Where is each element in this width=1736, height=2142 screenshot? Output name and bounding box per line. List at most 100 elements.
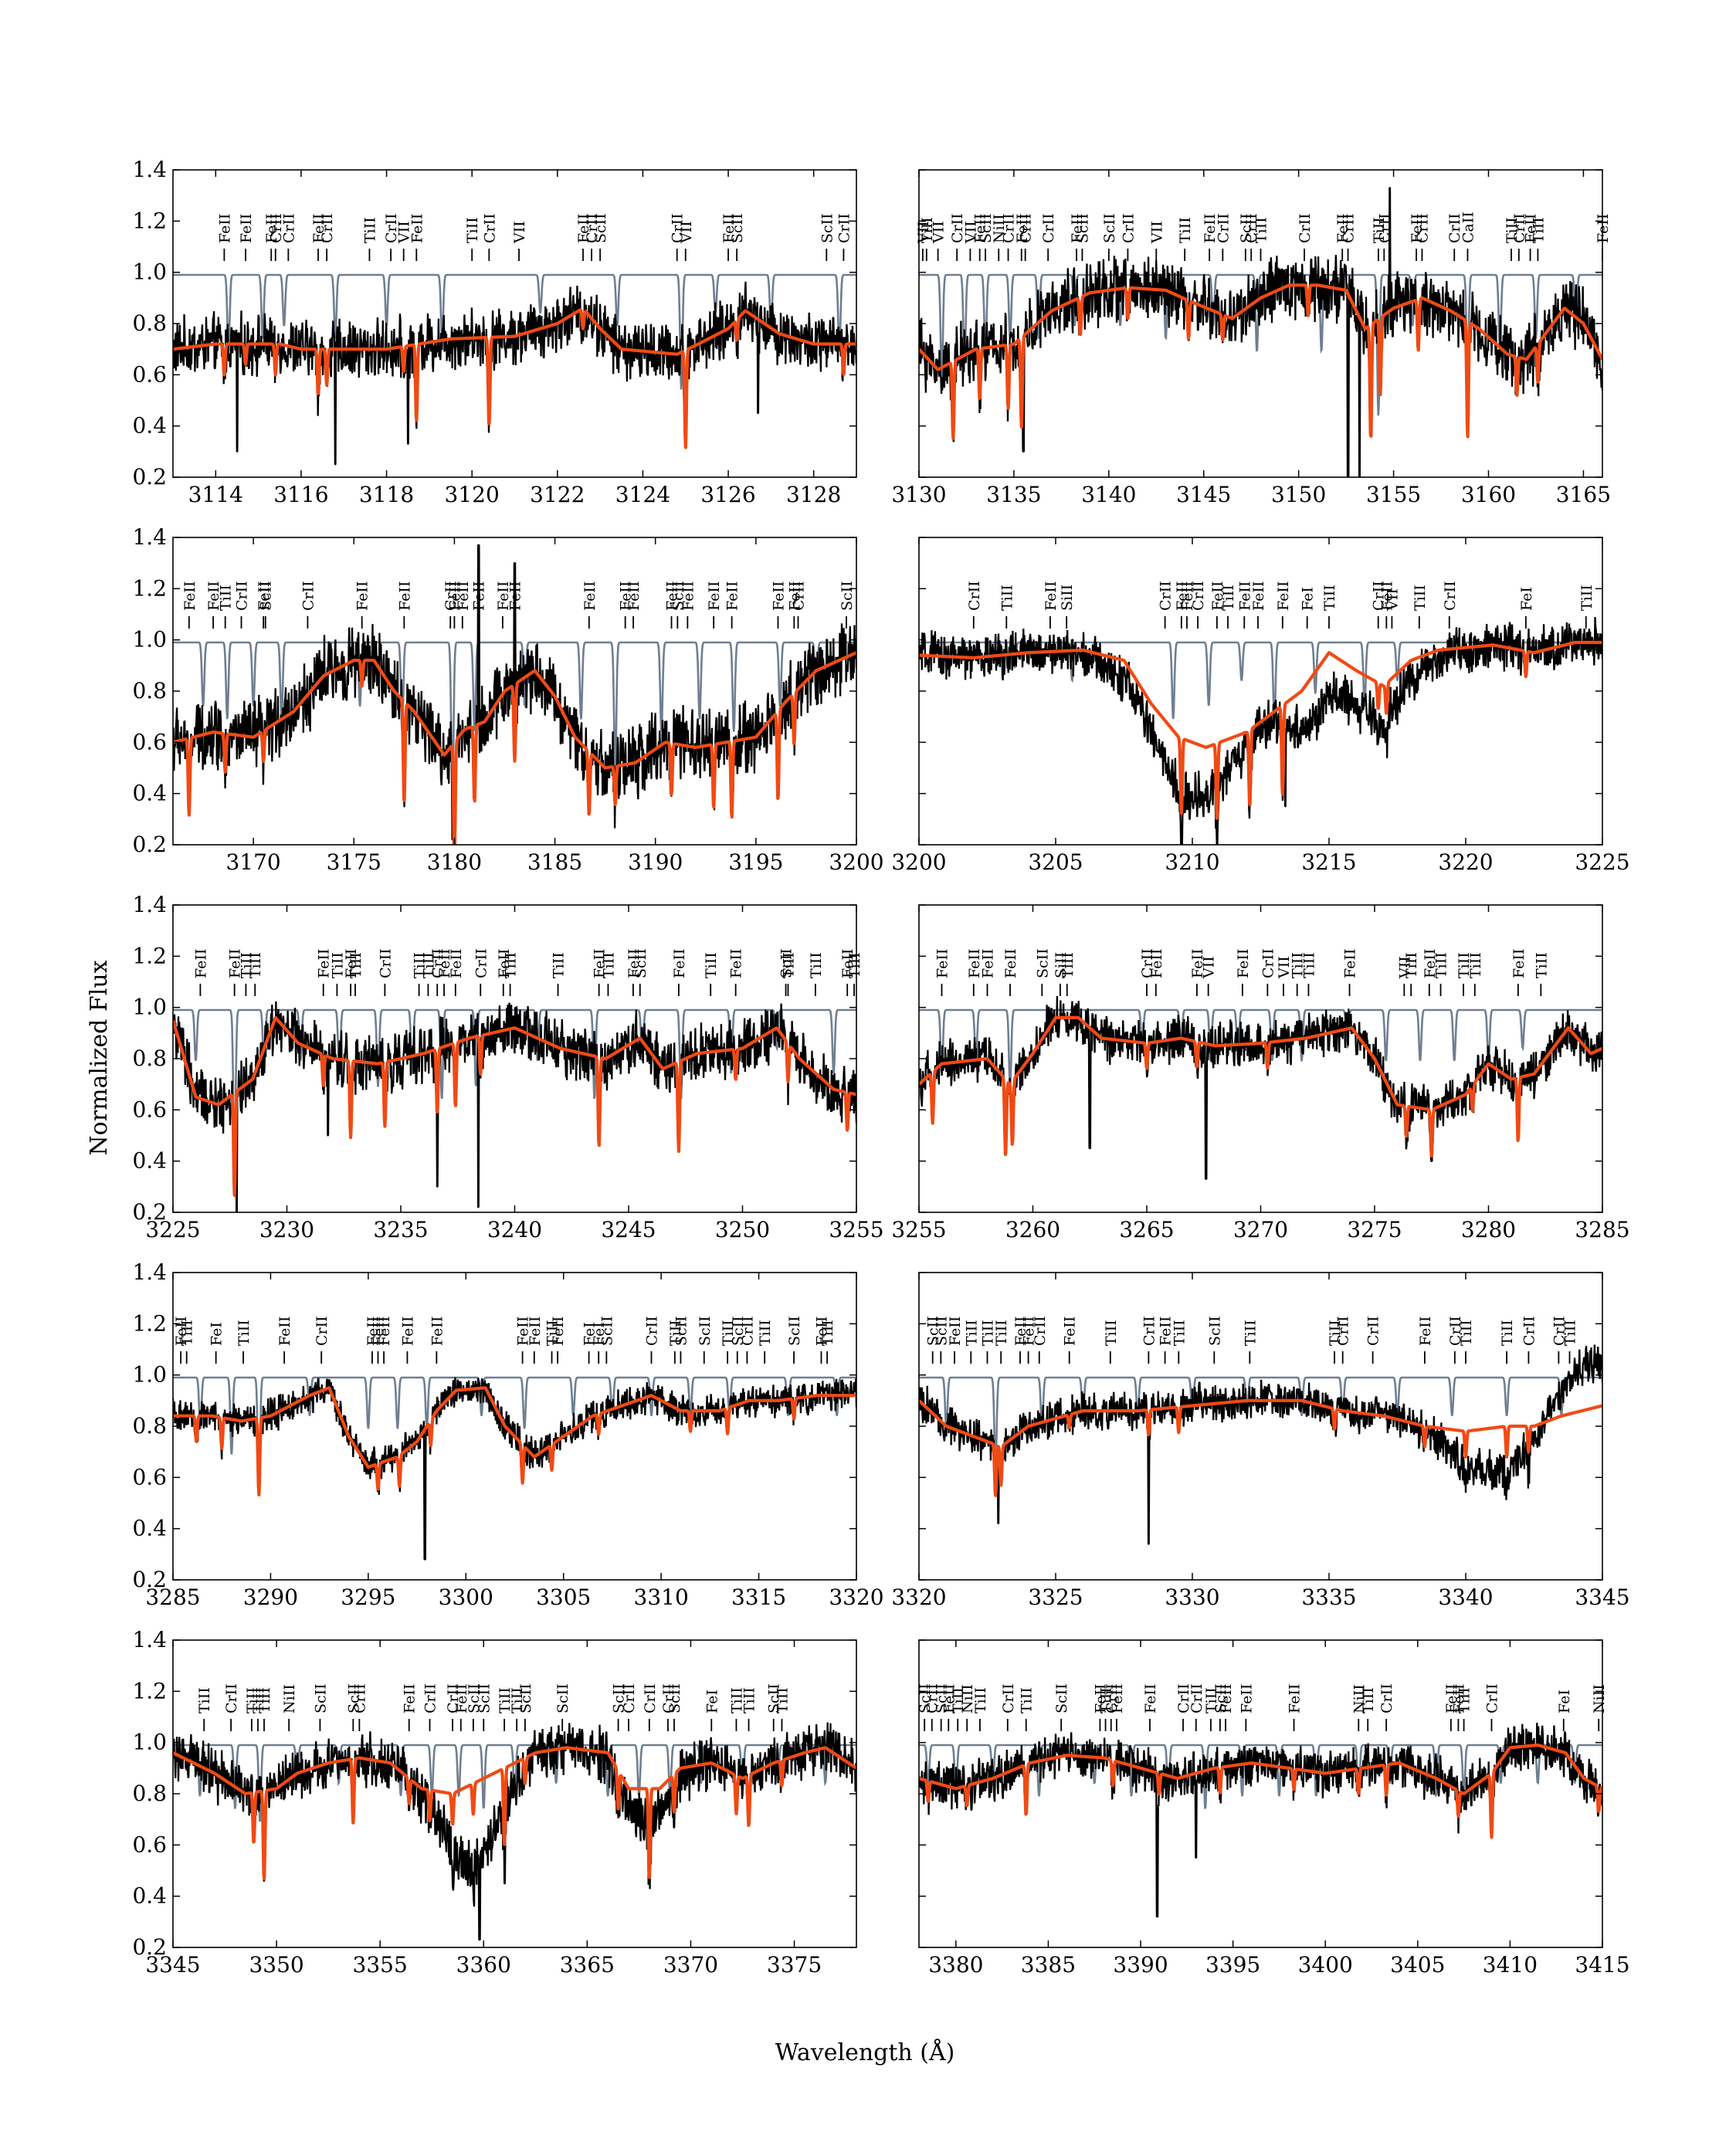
x-tick-label: 3355	[353, 1952, 408, 1978]
line-id-label: ScII	[778, 948, 795, 978]
line-id-label: TiII	[600, 952, 617, 978]
line-id-label: FeII	[1209, 581, 1226, 611]
observed-spectrum-line	[173, 1001, 856, 1212]
line-id-label: VII	[931, 221, 948, 244]
line-id-label: TiII	[808, 952, 825, 978]
x-tick-label: 3180	[427, 849, 482, 875]
line-id-label: ScII	[666, 1683, 683, 1713]
line-id-label: FeII	[1334, 214, 1351, 243]
line-id-label: CrII	[1260, 948, 1277, 978]
line-id-label: TiII	[1300, 952, 1317, 978]
x-tick-label: 3415	[1575, 1952, 1629, 1978]
y-tick-label: 0.2	[132, 1567, 167, 1592]
plot-area	[919, 187, 1602, 477]
line-id-label: CrII	[1141, 1316, 1158, 1346]
line-id-label: ScII	[673, 1316, 690, 1346]
line-id-label: TiII	[238, 952, 255, 978]
line-id-label: TiII	[1327, 1320, 1344, 1346]
y-tick-label: 0.4	[132, 1148, 167, 1174]
line-id-label: CrII	[1120, 213, 1137, 243]
line-id-label: CrII	[445, 1683, 462, 1713]
plot-area	[173, 1376, 856, 1561]
line-id-label: TiII	[1242, 1320, 1259, 1346]
line-id-label: CrII	[1175, 1683, 1192, 1713]
y-tick-label: 1.0	[132, 627, 167, 652]
line-id-label: CrII	[377, 948, 394, 978]
x-tick-label: 3320	[829, 1584, 883, 1610]
model-spectrum-line	[919, 1015, 1602, 1158]
line-id-label: FeII	[1378, 581, 1395, 611]
line-id-label: CrII	[351, 1683, 368, 1713]
line-id-label: FeII	[429, 1317, 446, 1346]
line-id-label: FeII	[1202, 214, 1219, 243]
line-id-label: ScII	[819, 213, 836, 243]
line-id-label: TiII	[1098, 1687, 1115, 1713]
line-id-label: ScII	[697, 1316, 714, 1346]
line-id-label: ScII	[632, 948, 649, 978]
telluric-spectrum-line	[173, 273, 856, 390]
line-id-label: FeII	[1342, 949, 1359, 978]
line-id-label: TiII	[1562, 1320, 1579, 1346]
line-id-label: FeII	[947, 1317, 964, 1346]
line-id-label: FeII	[1511, 949, 1527, 978]
line-id-label: TiII	[1060, 952, 1077, 978]
line-id-label: FeII	[453, 1684, 470, 1713]
line-id-label: TiII	[757, 1320, 774, 1346]
line-id-label: VII	[1384, 588, 1401, 612]
line-id-label: FeII	[1250, 581, 1267, 611]
line-id-label: TiII	[247, 952, 264, 978]
line-id-label: ScII	[1206, 1316, 1223, 1346]
line-id-label: FeII	[399, 1317, 416, 1346]
line-id-label: FeII	[515, 1317, 532, 1346]
line-id-label: FeII	[626, 581, 643, 611]
spectrum-panel-10: 3380 3385 3390 3395 3400 3405 3410 3415ScIICrII…	[917, 1639, 1630, 1978]
line-id-label: CrII	[1158, 581, 1175, 611]
plot-area	[173, 1722, 856, 1941]
line-id-label: TiII	[1499, 1320, 1516, 1346]
line-id-label: ScII	[730, 1316, 747, 1346]
line-id-label: FeII	[310, 214, 327, 243]
line-id-label: ScII	[466, 1683, 483, 1713]
line-id-label: CrII	[422, 1683, 439, 1713]
line-id-label: FeII	[1443, 1684, 1460, 1713]
x-tick-label: 3245	[601, 1217, 656, 1242]
line-id-label: TiII	[1412, 585, 1429, 611]
line-id-label: TiII	[1103, 1320, 1120, 1346]
line-id-label: FeII	[1069, 214, 1086, 243]
line-id-label: TiII	[1578, 585, 1595, 611]
line-id-label: FeII	[316, 949, 333, 978]
line-id-label: TiII	[667, 1320, 684, 1346]
y-tick-label: 1.0	[132, 995, 167, 1020]
line-id-label: FeII	[371, 1317, 388, 1346]
line-id-label: CrII	[1139, 948, 1156, 978]
observed-spectrum-line	[173, 1722, 856, 1941]
line-id-label: CrII	[1511, 213, 1528, 243]
y-tick-label: 0.6	[132, 729, 167, 754]
line-id-label: CrII	[223, 1683, 240, 1713]
plot-area	[173, 544, 856, 845]
line-id-label: ScII	[925, 1316, 942, 1346]
line-id-label: FeII	[409, 214, 426, 243]
line-id-label: TiII	[244, 1687, 261, 1713]
y-tick-label: 0.2	[132, 464, 167, 490]
line-id-label: CrII	[670, 213, 687, 243]
line-id-label: TiII	[1290, 952, 1307, 978]
line-id-label: FeII	[618, 581, 635, 611]
line-id-label: FeII	[1422, 949, 1439, 978]
line-id-label: FeI	[209, 1322, 225, 1346]
y-tick-label: 1.2	[132, 208, 167, 233]
y-tick-label: 1.0	[132, 259, 167, 285]
x-tick-label: 3155	[1366, 482, 1421, 507]
y-tick-label: 1.4	[132, 524, 167, 550]
line-id-label: ScII	[517, 1683, 534, 1713]
x-tick-label: 3150	[1271, 482, 1326, 507]
line-id-label: TiII	[1177, 217, 1194, 243]
x-tick-label: 3345	[145, 1952, 200, 1978]
line-id-label: FeII	[706, 581, 723, 611]
model-spectrum-line	[919, 283, 1602, 440]
x-tick-label: 3365	[560, 1952, 615, 1978]
line-id-label: FeII	[1021, 1317, 1038, 1346]
line-id-label: CrII	[1001, 213, 1018, 243]
line-id-label: FeII	[1012, 1317, 1029, 1346]
